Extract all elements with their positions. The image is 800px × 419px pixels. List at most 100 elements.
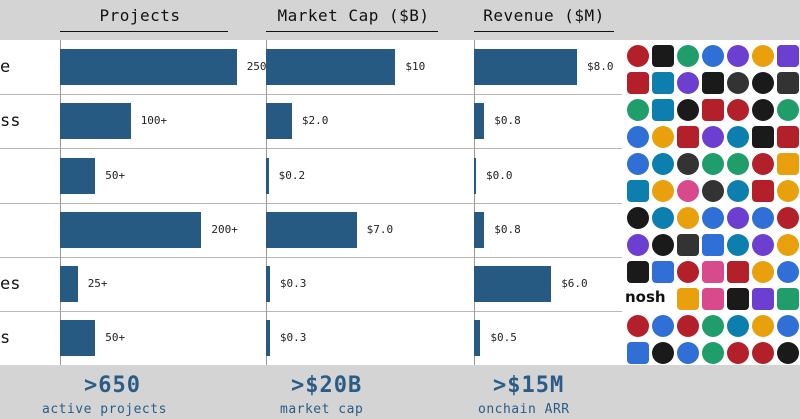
project-logo-icon (702, 180, 724, 202)
project-logo-icon (677, 234, 699, 256)
project-logo-icon (777, 342, 799, 364)
project-logo-icon (702, 288, 724, 310)
bar (60, 49, 237, 85)
project-logo-icon (752, 342, 774, 364)
project-logo-icon (752, 261, 774, 283)
project-logo-icon (702, 315, 724, 337)
project-logo-icon (652, 99, 674, 121)
project-logo-icon (752, 180, 774, 202)
project-logo-icon (627, 153, 649, 175)
project-logo-icon (652, 261, 674, 283)
project-logo-icon (627, 45, 649, 67)
project-logo-icon (777, 99, 799, 121)
bar (60, 266, 78, 302)
bar-axis (60, 40, 61, 365)
project-logo-icon (727, 45, 749, 67)
project-logo-icon (652, 126, 674, 148)
project-logo-icon (702, 261, 724, 283)
project-logo-icon (652, 180, 674, 202)
project-logo-icon (677, 261, 699, 283)
project-logo-icon (677, 180, 699, 202)
summary-market-cap-label: market cap (280, 402, 364, 417)
project-logo-icon (652, 315, 674, 337)
bar-value-label: $0.5 (490, 331, 517, 344)
bar-value-label: 100+ (140, 114, 168, 127)
project-logo-icon (677, 207, 699, 229)
bar-value-label: $0.0 (486, 169, 513, 182)
project-logo-icon (752, 315, 774, 337)
row-separator (0, 311, 622, 312)
project-logo-icon (702, 342, 724, 364)
project-logo-icon (777, 180, 799, 202)
market-cap-header: Market Cap ($B) (277, 6, 430, 25)
bar-value-label: 200+ (211, 223, 238, 236)
bar (60, 212, 202, 248)
project-logo-icon (752, 288, 774, 310)
project-logo-icon (702, 234, 724, 256)
project-logo-icon (652, 153, 674, 175)
summary-market-cap-value: >$20B (291, 373, 363, 398)
bar (474, 103, 485, 139)
market-cap-header-rule (266, 31, 438, 32)
project-logo-icon (727, 288, 749, 310)
project-logo-icon (677, 288, 699, 310)
summary-revenue-value: >$15M (493, 373, 565, 398)
summary-projects-label: active projects (42, 402, 167, 417)
bar (474, 49, 577, 85)
project-logo-icon (627, 342, 649, 364)
project-logo-icon (677, 342, 699, 364)
row-label: ss (0, 111, 21, 131)
project-logo-icon (627, 261, 649, 283)
bar (474, 266, 552, 302)
bar (266, 103, 292, 139)
project-logo-icon (727, 180, 749, 202)
project-logo-icon (652, 342, 674, 364)
project-logo-icon (727, 207, 749, 229)
project-logo-icon (702, 45, 724, 67)
projects-header: Projects (99, 6, 181, 25)
project-logos-panel: nosh (622, 40, 800, 365)
bar (266, 266, 270, 302)
bar-value-label: $0.2 (278, 169, 306, 182)
revenue-header-rule (474, 31, 614, 32)
project-logo-icon (652, 45, 674, 67)
bar-value-label: 25+ (87, 277, 108, 290)
summary-revenue-label: onchain ARR (478, 402, 570, 417)
project-logo-icon (627, 72, 649, 94)
revenue-header: Revenue ($M) (483, 6, 605, 25)
row-separator (0, 94, 622, 95)
row-label: es (0, 274, 21, 294)
project-logo-icon (727, 342, 749, 364)
project-logo-icon (777, 126, 799, 148)
project-logo-icon (677, 72, 699, 94)
bar-value-label: $0.3 (279, 277, 307, 290)
bar-axis (474, 40, 475, 365)
project-logo-icon (777, 153, 799, 175)
bar-value-label: 50+ (105, 169, 126, 182)
bar (266, 158, 269, 194)
bar (474, 320, 481, 356)
summary-projects-value: >650 (84, 373, 141, 398)
project-logo-icon (652, 207, 674, 229)
bar (266, 212, 357, 248)
project-logo-icon (727, 234, 749, 256)
project-logo-icon (752, 72, 774, 94)
bar-value-label: $0.8 (494, 114, 521, 127)
bar (474, 212, 485, 248)
project-logo-icon (752, 153, 774, 175)
project-logo-icon (677, 126, 699, 148)
project-logo-icon (677, 315, 699, 337)
project-logo-icon (727, 261, 749, 283)
bar (60, 103, 131, 139)
project-logo-icon (777, 72, 799, 94)
project-logo-icon (752, 126, 774, 148)
bar (266, 320, 270, 356)
row-label: s (0, 328, 11, 348)
project-logo-icon (727, 99, 749, 121)
row-separator (0, 257, 622, 258)
project-logo-icon (702, 153, 724, 175)
row-separator (0, 148, 622, 149)
project-logo-icon (777, 288, 799, 310)
summary-footer: >650 active projects >$20B market cap >$… (0, 365, 800, 419)
bar-value-label: 50+ (105, 331, 126, 344)
